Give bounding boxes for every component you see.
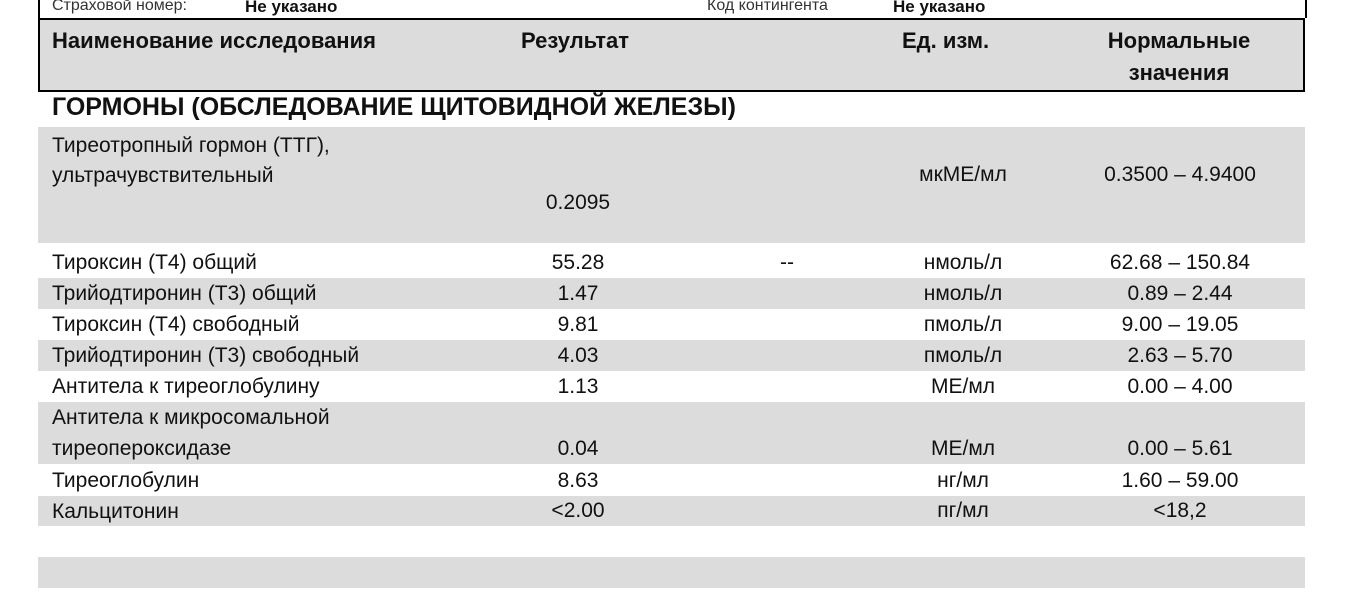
test-name: Тироксин (Т4) общий — [52, 251, 257, 274]
unit: нг/мл — [937, 469, 989, 492]
normal-range: 1.60 – 59.00 — [1121, 469, 1239, 492]
table-header: Наименование исследования Результат Ед. … — [38, 18, 1305, 92]
normal-range: 0.89 – 2.44 — [1127, 282, 1233, 305]
table-row: Антитела к тиреоглобулину 1.13 МЕ/мл 0.00 –… — [38, 371, 1305, 402]
normal-range: 0.00 – 4.00 — [1127, 375, 1233, 398]
result-value: <2.00 — [551, 499, 605, 522]
table-row: Трийодтиронин (Т3) общий 1.47 нмоль/л 0.89 … — [38, 278, 1305, 309]
insurance-label: Страховой номер: — [52, 0, 187, 14]
unit: пг/мл — [937, 499, 989, 522]
section-title: ГОРМОНЫ (ОБСЛЕДОВАНИЕ ЩИТОВИДНОЙ ЖЕЛЕЗЫ) — [52, 93, 736, 121]
result-flag: -- — [780, 251, 794, 274]
test-name: Тиреоглобулин — [52, 469, 200, 492]
table-row: Трийодтиронин (Т3) свободный 4.03 пмоль/л 2… — [38, 340, 1305, 371]
table-row: Тироксин (Т4) свободный 9.81 пмоль/л 9.00 –… — [38, 309, 1305, 340]
normal-range: 0.3500 – 4.9400 — [1104, 163, 1256, 186]
test-name: Тиреотропный гормон (ТТГ), — [52, 134, 330, 157]
normal-range: <18,2 — [1153, 499, 1207, 522]
unit: МЕ/мл — [930, 437, 996, 460]
unit: нмоль/л — [923, 251, 1003, 274]
insurance-value: Не указано — [245, 0, 338, 16]
result-value: 9.81 — [557, 313, 599, 336]
table-row: Кальцитонин <2.00 пг/мл <18,2 — [38, 496, 1305, 526]
result-value: 55.28 — [551, 251, 605, 274]
result-value: 8.63 — [557, 469, 599, 492]
patient-info-box — [38, 0, 1307, 18]
empty-row — [38, 557, 1305, 588]
table-row: Тироксин (Т4) общий 55.28 -- нмоль/л 62.68 –… — [38, 247, 1305, 278]
table-row: Антитела к микросомальной тиреопероксидаз… — [38, 402, 1305, 464]
header-normal-2: значения — [1128, 60, 1230, 85]
normal-range: 0.00 – 5.61 — [1127, 437, 1233, 460]
test-name: Тироксин (Т4) свободный — [52, 313, 300, 336]
unit: мкМЕ/мл — [919, 163, 1007, 186]
unit: пмоль/л — [923, 344, 1003, 367]
test-name: Антитела к микросомальной — [52, 406, 330, 429]
unit: пмоль/л — [923, 313, 1003, 336]
contingent-value: Не указано — [893, 0, 986, 16]
unit: МЕ/мл — [930, 375, 996, 398]
normal-range: 62.68 – 150.84 — [1109, 251, 1251, 274]
table-row: Тиреотропный гормон (ТТГ), ультрачувствит… — [38, 127, 1305, 243]
unit: нмоль/л — [923, 282, 1003, 305]
test-name-line2: тиреопероксидазе — [52, 437, 232, 460]
header-result: Результат — [521, 28, 630, 53]
contingent-label: Код контингента — [707, 0, 828, 14]
test-name: Кальцитонин — [52, 500, 179, 523]
test-name-line2: ультрачувствительный — [52, 164, 274, 187]
table-row: Тиреоглобулин 8.63 нг/мл 1.60 – 59.00 — [38, 465, 1305, 496]
normal-range: 9.00 – 19.05 — [1121, 313, 1239, 336]
test-name: Трийодтиронин (Т3) свободный — [52, 344, 360, 367]
result-value: 0.2095 — [545, 191, 611, 214]
header-unit: Ед. изм. — [902, 28, 990, 53]
test-name: Трийодтиронин (Т3) общий — [52, 282, 317, 305]
result-value: 4.03 — [557, 344, 599, 367]
header-name: Наименование исследования — [52, 28, 376, 53]
result-value: 0.04 — [557, 437, 599, 460]
result-value: 1.47 — [557, 282, 599, 305]
result-value: 1.13 — [557, 375, 599, 398]
header-normal-1: Нормальные — [1107, 28, 1251, 53]
normal-range: 2.63 – 5.70 — [1127, 344, 1233, 367]
test-name: Антитела к тиреоглобулину — [52, 375, 320, 398]
